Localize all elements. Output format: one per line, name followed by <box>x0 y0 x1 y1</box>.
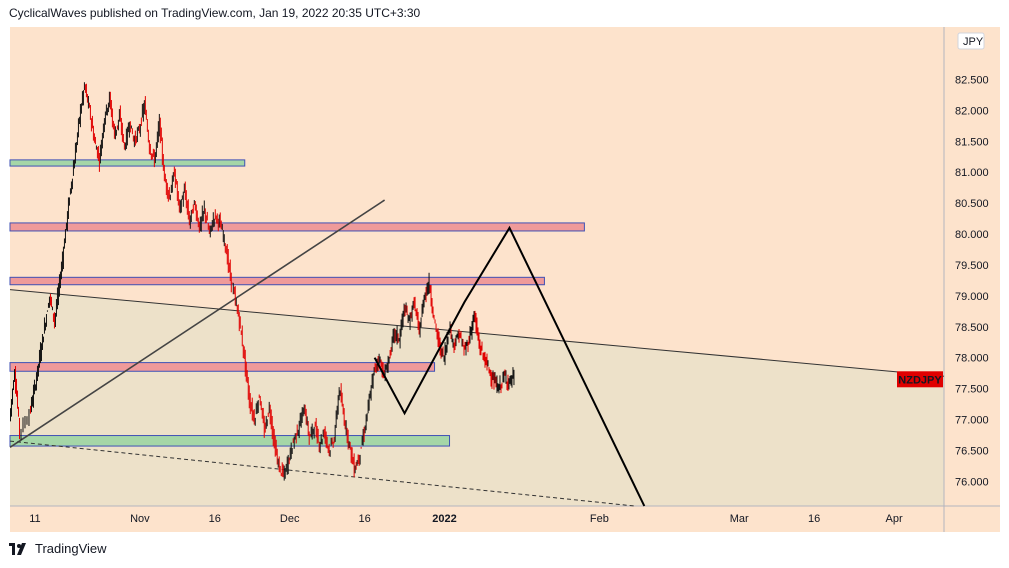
x-tick-label-3: Dec <box>280 513 300 525</box>
price-axis-panel <box>944 27 1000 506</box>
trendline-0 <box>9 199 386 448</box>
zone-0 <box>9 159 246 167</box>
y-tick-label-13: 82.500 <box>955 75 989 87</box>
y-tick-label-0: 76.000 <box>955 476 989 488</box>
x-tick-label-2: 16 <box>209 513 221 525</box>
tradingview-footer[interactable]: TradingView <box>9 541 107 556</box>
y-tick-label-5: 78.500 <box>955 322 989 334</box>
x-tick-label-4: 16 <box>358 513 370 525</box>
x-tick-label-8: 16 <box>808 513 820 525</box>
symbol-label: NZDJPY <box>898 374 942 386</box>
candles <box>9 82 515 481</box>
y-tick-label-11: 81.500 <box>955 136 989 148</box>
x-tick-label-9: Apr <box>885 513 902 525</box>
zone-2 <box>9 276 545 286</box>
projection-path <box>373 225 646 507</box>
time-axis-panel <box>10 506 1000 532</box>
footer-brand: TradingView <box>35 541 107 556</box>
x-tick-label-6: Feb <box>590 513 609 525</box>
zone-3 <box>9 362 436 372</box>
y-tick-label-6: 79.000 <box>955 291 989 303</box>
y-tick-label-4: 78.000 <box>955 353 989 365</box>
y-tick-label-3: 77.500 <box>955 384 989 396</box>
currency-label: JPY <box>963 36 984 48</box>
y-tick-label-12: 82.000 <box>955 105 989 117</box>
y-tick-label-8: 80.000 <box>955 229 989 241</box>
y-tick-label-1: 76.500 <box>955 445 989 457</box>
x-tick-label-5: 2022 <box>432 513 456 525</box>
tradingview-logo-icon <box>9 542 26 555</box>
x-tick-label-1: Nov <box>130 513 150 525</box>
lower-range-fill <box>10 289 944 506</box>
currency-box <box>957 32 985 50</box>
publisher-header: CyclicalWaves published on TradingView.c… <box>9 6 421 20</box>
symbol-price-tag <box>897 371 943 388</box>
y-tick-label-10: 81.000 <box>955 167 989 179</box>
y-tick-label-7: 79.500 <box>955 260 989 272</box>
y-tick-label-9: 80.500 <box>955 198 989 210</box>
y-tick-label-2: 77.000 <box>955 414 989 426</box>
x-tick-label-0: 11 <box>29 513 40 525</box>
zone-4 <box>9 435 451 447</box>
zone-1 <box>9 222 585 232</box>
x-tick-label-7: Mar <box>730 513 749 525</box>
price-chart[interactable]: 76.000 76.500 77.000 77.500 78.000 78.500 79.0… <box>0 0 1009 538</box>
